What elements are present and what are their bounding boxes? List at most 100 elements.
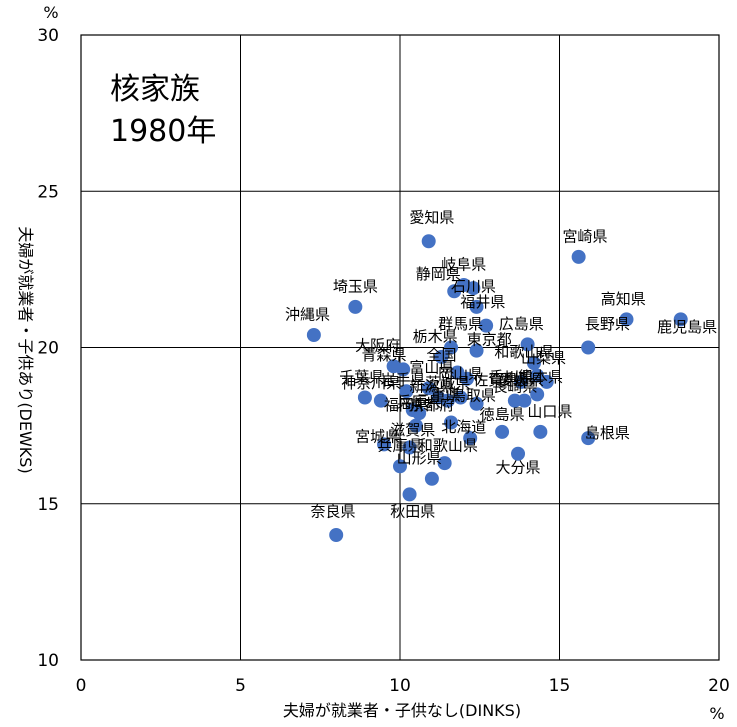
x-tick-label: 0 xyxy=(76,676,87,696)
point-label: 愛媛県 xyxy=(499,371,544,389)
data-point xyxy=(306,328,321,342)
data-point xyxy=(511,446,526,461)
point-label: 山形県 xyxy=(397,449,442,467)
point-label: 青森県 xyxy=(362,346,407,364)
point-label: 宮崎県 xyxy=(563,227,608,245)
point-label: 滋賀県 xyxy=(390,421,435,439)
point-label: 和歌山県 xyxy=(418,437,478,455)
data-point xyxy=(440,393,455,408)
data-point xyxy=(424,471,439,486)
data-point xyxy=(469,343,484,358)
y-tick-label: 20 xyxy=(37,339,59,359)
data-point xyxy=(517,393,532,408)
point-label: 静岡県 xyxy=(416,265,461,283)
y-tick-label: 10 xyxy=(37,651,59,671)
point-label: 高知県 xyxy=(601,290,646,308)
point-label: 島根県 xyxy=(585,424,630,442)
data-point xyxy=(533,424,548,439)
point-label: 千葉県 xyxy=(339,368,384,386)
data-point xyxy=(469,396,484,411)
x-tick-label: 10 xyxy=(389,676,411,696)
y-tick-label: 25 xyxy=(37,182,59,202)
data-point xyxy=(520,337,535,352)
point-label: 熊本県 xyxy=(518,368,563,386)
data-point xyxy=(526,356,541,371)
point-label: 徳島県 xyxy=(480,405,525,423)
point-label: 香川県 xyxy=(489,368,534,386)
point-label: 岡山県 xyxy=(438,365,483,383)
data-point xyxy=(402,440,417,455)
data-point xyxy=(399,384,414,399)
point-label: 三重県 xyxy=(416,387,461,405)
point-label: 奈良県 xyxy=(311,502,356,520)
point-label: 福井県 xyxy=(460,293,505,311)
grid xyxy=(81,35,719,660)
x-tick-label: 5 xyxy=(235,676,246,696)
point-label: 愛知県 xyxy=(409,209,454,227)
data-point xyxy=(421,234,436,249)
x-tick-label: 20 xyxy=(708,676,730,696)
data-point xyxy=(539,374,554,389)
annotation-line-1: 核家族 xyxy=(110,72,200,107)
data-point xyxy=(447,284,462,299)
point-label: 群馬県 xyxy=(438,315,483,333)
data-point xyxy=(507,393,522,408)
data-point xyxy=(437,456,452,471)
data-point xyxy=(408,418,423,433)
point-label: 秋田県 xyxy=(390,502,435,520)
point-label: 栃木県 xyxy=(413,327,458,345)
data-point xyxy=(463,431,478,446)
data-point xyxy=(581,340,596,355)
data-point xyxy=(434,349,449,364)
point-label: 長崎県 xyxy=(492,377,537,395)
point-label: 神奈川県 xyxy=(341,374,401,392)
data-point xyxy=(393,459,407,474)
data-point xyxy=(402,487,417,502)
plot-border xyxy=(80,34,720,661)
data-point xyxy=(479,318,494,333)
y-unit-label: % xyxy=(43,3,58,22)
point-label: 和歌山県 xyxy=(494,343,554,361)
point-label: 茨城県 xyxy=(425,374,470,392)
data-point xyxy=(619,312,634,327)
point-label: 富山県 xyxy=(409,359,454,377)
point-label: 京都府 xyxy=(409,396,454,414)
data-point xyxy=(514,374,529,389)
point-label: 新潟県 xyxy=(409,377,454,395)
data-point xyxy=(444,415,459,430)
y-tick-label: 30 xyxy=(37,26,59,46)
point-label: 福岡県 xyxy=(384,396,429,414)
data-point xyxy=(495,424,510,439)
x-unit-label: % xyxy=(709,704,724,723)
data-point xyxy=(530,387,545,402)
y-tick-label: 15 xyxy=(37,495,59,515)
point-label: 鳥取県 xyxy=(451,387,496,405)
point-label: 北海道 xyxy=(441,418,486,436)
point-label: 佐賀県 xyxy=(473,371,518,389)
data-point xyxy=(581,431,596,446)
data-point xyxy=(357,390,372,405)
point-label: 広島県 xyxy=(499,315,544,333)
data-point xyxy=(373,393,388,408)
data-point xyxy=(673,312,688,327)
annotation: 核家族 1980年 xyxy=(110,72,216,149)
point-label: 山梨県 xyxy=(521,349,566,367)
tick-labels: 0 5 10 15 20 10 15 20 25 30 xyxy=(37,26,729,696)
point-label: 兵庫県 xyxy=(397,393,442,411)
point-label: 山口県 xyxy=(527,402,572,420)
data-point xyxy=(469,299,484,314)
data-points xyxy=(306,234,688,542)
point-label: 鹿児島県 xyxy=(657,318,717,336)
point-label: 埼玉県 xyxy=(333,277,378,295)
data-point xyxy=(412,406,427,421)
point-label: 石川県 xyxy=(451,277,496,295)
point-label: 大阪府 xyxy=(355,337,400,355)
y-axis-title: 夫婦が就業者・子供あり(DEWKS) xyxy=(16,226,35,473)
data-point xyxy=(377,437,392,452)
data-point xyxy=(453,390,468,405)
point-label: 宮城県 xyxy=(355,427,400,445)
data-point xyxy=(386,359,401,374)
data-point xyxy=(329,528,344,542)
